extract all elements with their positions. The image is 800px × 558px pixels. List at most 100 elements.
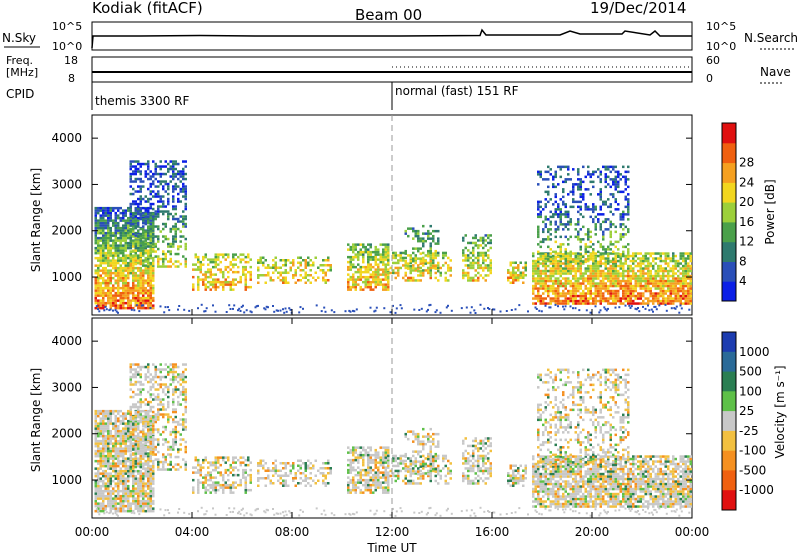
power-heatmap-cell — [682, 267, 685, 270]
power-heatmap-cell — [137, 289, 140, 292]
velocity-heatmap-cell — [100, 480, 103, 483]
power-heatmap-cell — [485, 254, 488, 257]
power-heatmap-cell — [682, 295, 685, 298]
power-heatmap-cell — [562, 213, 565, 216]
power-heatmap-cell — [590, 302, 593, 305]
power-heatmap-cell — [130, 193, 133, 196]
power-heatmap-cell — [102, 259, 105, 262]
power-heatmap-cell — [557, 295, 560, 298]
power-heatmap-cell — [465, 234, 468, 237]
power-heatmap-cell — [607, 257, 610, 260]
power-heatmap-cell — [592, 300, 595, 303]
power-heatmap-cell — [625, 188, 628, 191]
power-heatmap-cell — [115, 254, 118, 257]
power-heatmap-cell — [380, 256, 383, 259]
power-heatmap-cell — [600, 256, 603, 259]
velocity-heatmap-cell — [150, 475, 153, 478]
power-heatmap-cell — [557, 228, 560, 231]
power-heatmap-cell — [367, 258, 370, 261]
power-heatmap-cell — [140, 228, 143, 231]
velocity-heatmap-cell — [95, 417, 98, 420]
power-heatmap-cell — [287, 272, 290, 275]
power-heatmap-cell — [577, 223, 580, 226]
power-heatmap-cell — [675, 308, 677, 310]
power-heatmap-cell — [670, 260, 673, 263]
velocity-heatmap-cell — [135, 383, 138, 386]
power-heatmap-cell — [401, 307, 403, 309]
velocity-heatmap-cell — [150, 445, 153, 448]
power-heatmap-cell — [147, 284, 150, 287]
velocity-heatmap-cell — [140, 445, 143, 448]
power-heatmap-cell — [590, 277, 593, 280]
power-heatmap-cell — [235, 258, 238, 261]
velocity-heatmap-cell — [100, 485, 103, 488]
power-heatmap-cell — [95, 297, 98, 300]
power-heatmap-cell — [605, 261, 608, 264]
power-heatmap-cell — [620, 218, 623, 221]
power-heatmap-cell — [220, 271, 223, 274]
velocity-heatmap-cell — [147, 418, 150, 421]
power-heatmap-cell — [590, 258, 593, 261]
velocity-heatmap-cell — [115, 457, 118, 460]
power-heatmap-cell — [557, 166, 560, 169]
power-heatmap-cell — [615, 252, 618, 255]
velocity-heatmap-cell — [97, 425, 100, 428]
power-heatmap-cell — [137, 213, 140, 216]
power-heatmap-cell — [542, 282, 545, 285]
power-heatmap-cell — [647, 297, 650, 300]
power-heatmap-cell — [412, 269, 415, 272]
velocity-heatmap-cell — [110, 475, 113, 478]
power-heatmap-cell — [145, 260, 148, 263]
power-heatmap-cell — [142, 299, 145, 302]
velocity-heatmap-cell — [112, 455, 115, 458]
power-heatmap-cell — [650, 290, 653, 293]
power-heatmap-cell — [547, 171, 550, 174]
power-heatmap-cell — [180, 188, 183, 191]
power-heatmap-cell — [535, 285, 538, 288]
power-heatmap-cell — [542, 221, 545, 224]
power-heatmap-cell — [412, 260, 415, 263]
power-heatmap-cell — [107, 292, 110, 295]
power-heatmap-cell — [345, 310, 347, 312]
power-heatmap-cell — [532, 270, 535, 273]
power-heatmap-cell — [152, 213, 155, 216]
power-heatmap-cell — [600, 300, 603, 303]
power-heatmap-cell — [260, 262, 263, 265]
power-heatmap-cell — [622, 290, 625, 293]
power-heatmap-cell — [145, 299, 148, 302]
power-heatmap-cell — [637, 307, 639, 309]
power-heatmap-cell — [555, 280, 558, 283]
power-heatmap-cell — [600, 193, 603, 196]
power-heatmap-cell — [580, 265, 583, 268]
power-heatmap-cell — [682, 282, 685, 285]
velocity-heatmap-cell — [97, 410, 100, 413]
power-heatmap-cell — [487, 264, 490, 267]
power-heatmap-cell — [615, 208, 618, 211]
power-heatmap-cell — [567, 282, 570, 285]
power-heatmap-cell — [237, 266, 240, 269]
power-heatmap-cell — [687, 290, 690, 293]
power-heatmap-cell — [577, 265, 580, 268]
power-heatmap-cell — [397, 259, 400, 262]
power-heatmap-cell — [110, 214, 113, 217]
velocity-heatmap-cell — [140, 455, 143, 458]
power-heatmap-cell — [145, 302, 148, 305]
power-heatmap-cell — [647, 257, 650, 260]
power-heatmap-cell — [612, 178, 615, 181]
power-heatmap-cell — [577, 277, 580, 280]
power-heatmap-cell — [610, 275, 613, 278]
velocity-heatmap-cell — [135, 462, 138, 465]
power-heatmap-cell — [130, 292, 133, 295]
velocity-heatmap-cell — [142, 502, 145, 505]
power-heatmap-cell — [660, 295, 663, 298]
power-heatmap-cell — [520, 274, 523, 277]
power-heatmap-cell — [177, 265, 180, 268]
power-heatmap-cell — [142, 279, 145, 282]
power-heatmap-cell — [662, 300, 665, 303]
power-heatmap-cell — [150, 178, 153, 181]
velocity-heatmap-cell — [132, 396, 135, 399]
power-heatmap-cell — [100, 219, 103, 222]
power-heatmap-cell — [647, 290, 650, 293]
power-heatmap-cell — [182, 218, 185, 221]
